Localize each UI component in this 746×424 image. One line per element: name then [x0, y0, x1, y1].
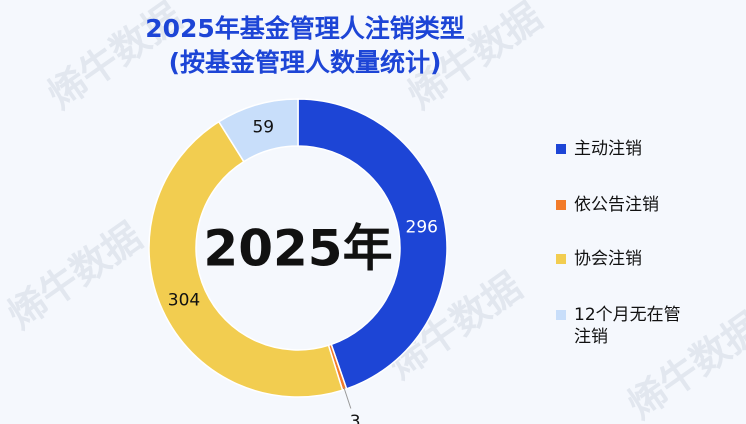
- data-label: 304: [168, 291, 200, 311]
- legend-label: 依公告注销: [574, 195, 659, 215]
- title-line-1: 2025年基金管理人注销类型: [145, 14, 465, 43]
- legend-label: 12个月无在管 注销: [574, 305, 681, 347]
- legend-label: 主动注销: [574, 139, 642, 159]
- legend-swatch: [556, 144, 566, 154]
- slice-no-management: [217, 98, 299, 163]
- legend-label: 协会注销: [574, 249, 642, 269]
- legend-item-announcement: 依公告注销: [556, 194, 714, 216]
- slice-association: [148, 120, 344, 398]
- watermark: 烯牛数据: [0, 214, 150, 337]
- legend-item-no-management: 12个月无在管 注销: [556, 304, 714, 348]
- title-line-2: (按基金管理人数量统计): [168, 48, 442, 77]
- center-label: 2025年: [203, 220, 392, 278]
- data-label: 59: [252, 117, 274, 137]
- data-labels: 296 3 304 59: [168, 117, 438, 424]
- legend-swatch: [556, 254, 566, 264]
- legend-swatch: [556, 200, 566, 210]
- data-label: 296: [406, 217, 438, 237]
- data-label: 3: [350, 412, 361, 424]
- legend-item-active: 主动注销: [556, 138, 714, 160]
- legend-swatch: [556, 310, 566, 320]
- slice-active: [297, 98, 448, 390]
- chart-title: 2025年基金管理人注销类型 (按基金管理人数量统计): [0, 12, 610, 80]
- leader-line: [343, 387, 352, 409]
- legend-item-association: 协会注销: [556, 248, 714, 270]
- donut-slices: [148, 98, 448, 398]
